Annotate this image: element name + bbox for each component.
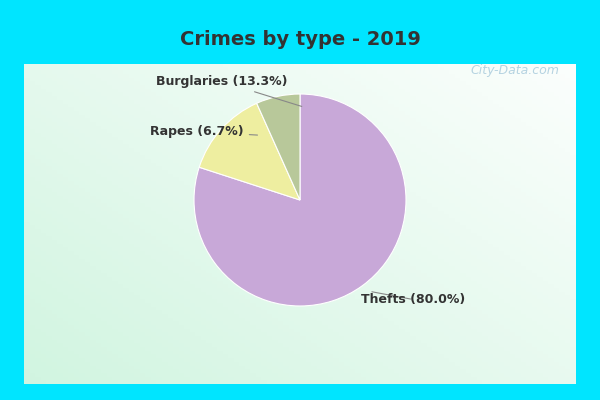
Wedge shape xyxy=(257,94,300,200)
Wedge shape xyxy=(194,94,406,306)
Text: Rapes (6.7%): Rapes (6.7%) xyxy=(150,125,257,138)
Text: Thefts (80.0%): Thefts (80.0%) xyxy=(361,292,466,306)
Text: City-Data.com: City-Data.com xyxy=(470,64,559,77)
Wedge shape xyxy=(199,103,300,200)
Text: Burglaries (13.3%): Burglaries (13.3%) xyxy=(156,75,302,106)
Text: Crimes by type - 2019: Crimes by type - 2019 xyxy=(179,30,421,50)
Bar xyxy=(24,16,576,64)
